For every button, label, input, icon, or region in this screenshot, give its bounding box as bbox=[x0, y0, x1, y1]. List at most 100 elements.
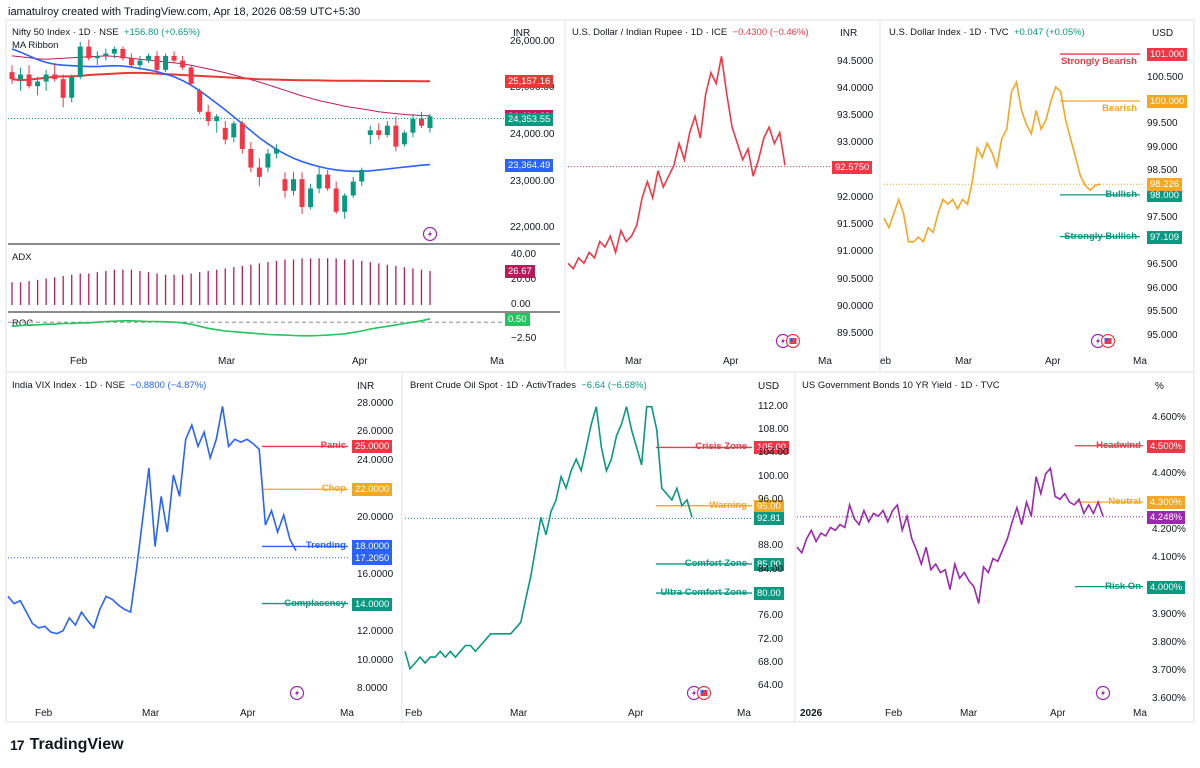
brent-xtick: Apr bbox=[628, 708, 644, 719]
nifty-candle-body bbox=[137, 60, 143, 66]
nifty-candle-body bbox=[77, 46, 83, 77]
nifty-candle-body bbox=[35, 81, 41, 87]
vix-level-tag: 14.0000 bbox=[352, 597, 393, 611]
dxy-title-text: U.S. Dollar Index · 1D · TVC bbox=[889, 27, 1009, 38]
us10y-ytick: 4.400% bbox=[1152, 467, 1186, 479]
outer-border bbox=[5, 19, 1195, 723]
nifty-price-tag: 23,364.49 bbox=[505, 158, 554, 172]
us10y-title: US Government Bonds 10 YR Yield · 1D · T… bbox=[802, 380, 1000, 391]
nifty-candle-body bbox=[94, 55, 100, 59]
vix-alert-icon-bolt bbox=[295, 689, 299, 697]
nifty-unit: INR bbox=[513, 28, 531, 39]
tradingview-footer[interactable]: 17 TradingView bbox=[10, 736, 124, 754]
nifty-candle-body bbox=[393, 125, 399, 147]
dxy-ytick: 99.500 bbox=[1147, 118, 1178, 130]
nifty-candle-body bbox=[111, 48, 117, 54]
vix-xtick: Ma bbox=[340, 708, 354, 719]
nifty-candle-body bbox=[367, 130, 373, 135]
brent-ytick: 100.00 bbox=[758, 470, 789, 482]
vix-change: −0.8800 (−4.87%) bbox=[130, 380, 207, 391]
nifty-ytick: 22,000.00 bbox=[510, 222, 555, 234]
nifty-candle-body bbox=[401, 132, 407, 145]
nifty-ma-ribbon-label: MA Ribbon bbox=[12, 40, 59, 51]
us10y-ytick: 4.100% bbox=[1152, 552, 1186, 564]
usdinr-last-tag: 92.5750 bbox=[832, 160, 873, 174]
nifty-candle-body bbox=[325, 174, 331, 189]
adx-ytick: 20.00 bbox=[511, 273, 537, 285]
us10y-level-label: Risk On bbox=[1105, 580, 1141, 592]
brent-ytick: 108.00 bbox=[758, 423, 789, 435]
nifty-candle-body bbox=[154, 55, 160, 70]
brent-ytick: 64.00 bbox=[758, 680, 784, 692]
nifty-candle-body bbox=[69, 76, 75, 98]
adx-label: ADX bbox=[12, 252, 32, 263]
vix-line bbox=[7, 406, 297, 635]
vix-last-tag: 17.2050 bbox=[352, 551, 393, 565]
dxy-ytick: 96.000 bbox=[1147, 282, 1178, 294]
vix-ytick: 20.0000 bbox=[357, 511, 394, 523]
nifty-candle-body bbox=[18, 74, 24, 80]
usdinr-alert-icon-bolt bbox=[781, 337, 785, 345]
nifty-candle-body bbox=[265, 153, 271, 168]
nifty-candle-body bbox=[316, 174, 322, 189]
dxy-xtick: Apr bbox=[1045, 356, 1061, 367]
nifty-candle-body bbox=[427, 116, 433, 129]
us10y-last-tag: 4.248% bbox=[1147, 510, 1186, 524]
nifty-title-text: Nifty 50 Index · 1D · NSE bbox=[12, 27, 119, 38]
vix-level-label: Trending bbox=[305, 540, 346, 552]
brent-title-text: Brent Crude Oil Spot · 1D · ActivTrades bbox=[410, 380, 576, 391]
us10y-ytick: 3.600% bbox=[1152, 693, 1186, 705]
dxy-level-label: Strongly Bearish bbox=[1060, 56, 1137, 68]
usdinr-ytick: 93.5000 bbox=[837, 110, 874, 122]
usdinr-ytick: 89.5000 bbox=[837, 328, 874, 340]
brent-level-tag: 80.00 bbox=[754, 587, 784, 601]
brent-ytick: 76.00 bbox=[758, 610, 784, 622]
nifty-candle-body bbox=[103, 53, 109, 56]
brent-title: Brent Crude Oil Spot · 1D · ActivTrades … bbox=[410, 380, 647, 391]
dxy-level-label: Bearish bbox=[1102, 103, 1137, 114]
dxy-alert-icon-bolt bbox=[1096, 337, 1100, 345]
usdinr-line bbox=[567, 56, 786, 271]
brent-ytick: 96.00 bbox=[758, 493, 784, 505]
brent-ytick: 68.00 bbox=[758, 656, 784, 668]
nifty-candle-body bbox=[256, 167, 262, 177]
nifty-title: Nifty 50 Index · 1D · NSE +156.80 (+0.65… bbox=[12, 27, 200, 38]
nifty-candle-body bbox=[9, 72, 15, 80]
us10y-ytick: 4.600% bbox=[1152, 411, 1186, 423]
us10y-level-tag: 4.300% bbox=[1147, 496, 1186, 510]
usdinr-ytick: 91.0000 bbox=[837, 246, 874, 258]
brent-last-tag: 92.81 bbox=[754, 512, 784, 526]
vix-title-text: India VIX Index · 1D · NSE bbox=[12, 380, 125, 391]
nifty-candle-body bbox=[418, 118, 424, 126]
usdinr-flag-icon-canton bbox=[789, 338, 793, 341]
vix-level-tag: 22.0000 bbox=[352, 483, 393, 497]
nifty-candle-body bbox=[60, 79, 66, 98]
dxy-line bbox=[883, 79, 1101, 244]
us10y-xtick: Feb bbox=[885, 708, 903, 719]
dxy-title: U.S. Dollar Index · 1D · TVC +0.047 (+0.… bbox=[889, 27, 1085, 38]
dxy-flag-icon-stripes bbox=[1104, 338, 1112, 344]
vix-level-tag: 18.0000 bbox=[352, 540, 393, 554]
nifty-candle-body bbox=[273, 148, 279, 154]
brent-ytick: 84.00 bbox=[758, 563, 784, 575]
vix-ytick: 24.0000 bbox=[357, 454, 394, 466]
usdinr-xtick: Ma bbox=[818, 356, 832, 367]
usdinr-title-text: U.S. Dollar / Indian Rupee · 1D · ICE bbox=[572, 27, 728, 38]
us10y-xtick: Mar bbox=[960, 708, 978, 719]
brent-line bbox=[404, 405, 693, 671]
usdinr-ytick: 91.5000 bbox=[837, 219, 874, 231]
nifty-price-tag: 25,157.16 bbox=[505, 75, 554, 89]
vix-xtick: Mar bbox=[142, 708, 160, 719]
us10y-unit: % bbox=[1155, 381, 1164, 392]
vix-ytick: 28.0000 bbox=[357, 397, 394, 409]
nifty-candle-body bbox=[410, 118, 416, 133]
nifty-candle-body bbox=[308, 188, 314, 208]
nifty-candle-body bbox=[376, 130, 382, 135]
dxy-ytick: 95.500 bbox=[1147, 306, 1178, 318]
nifty-candle-body bbox=[52, 74, 58, 80]
usdinr-change: −0.4300 (−0.46%) bbox=[732, 27, 809, 38]
nifty-xtick: Mar bbox=[218, 356, 236, 367]
dxy-xtick: Mar bbox=[955, 356, 973, 367]
tradingview-logo-icon: 17 bbox=[10, 737, 25, 753]
